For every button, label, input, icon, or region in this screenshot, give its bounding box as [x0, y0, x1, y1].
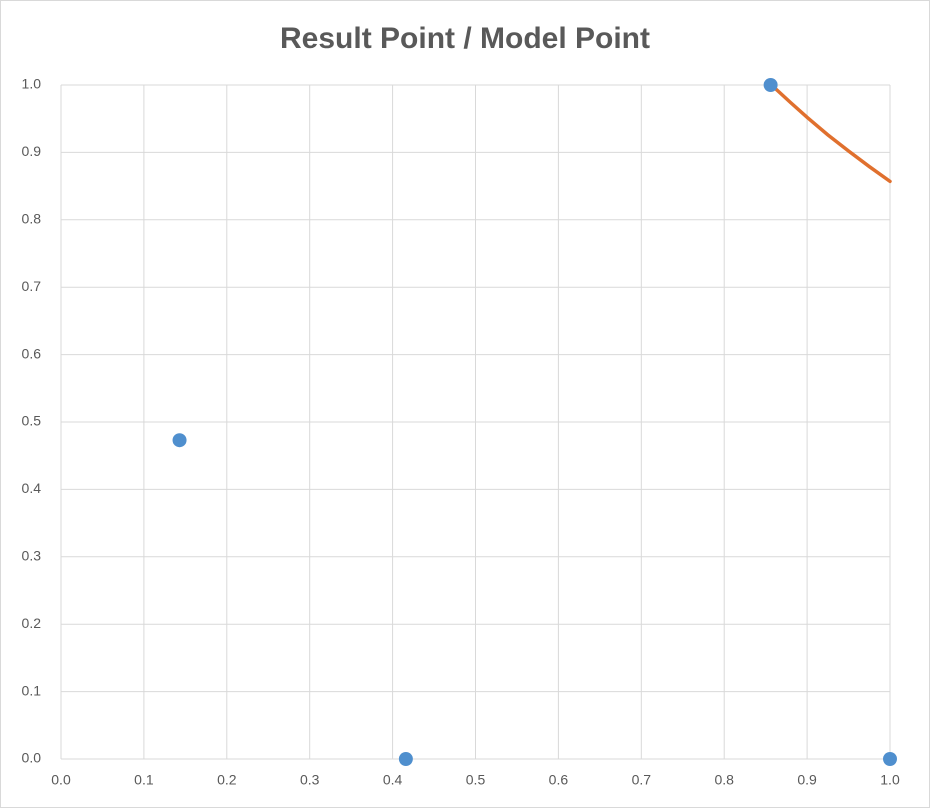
x-tick-label: 0.7	[632, 772, 652, 788]
scatter-point	[883, 752, 897, 766]
x-tick-label: 0.3	[300, 772, 320, 788]
scatter-point	[398, 752, 413, 766]
x-tick-label: 0.0	[51, 772, 71, 788]
x-tick-label: 0.8	[714, 772, 734, 788]
y-tick-label: 0.4	[22, 480, 42, 496]
x-tick-label: 0.6	[549, 772, 569, 788]
y-tick-label: 0.9	[22, 143, 42, 159]
x-tick-label: 0.4	[383, 772, 403, 788]
x-tick-label: 0.9	[797, 772, 817, 788]
x-tick-label: 0.5	[466, 772, 486, 788]
y-tick-label: 0.0	[22, 750, 42, 766]
x-tick-label: 0.1	[134, 772, 154, 788]
y-tick-label: 0.1	[22, 682, 42, 698]
y-tick-label: 0.2	[22, 615, 42, 631]
series-line	[769, 83, 892, 184]
scatter-point	[172, 433, 187, 448]
y-tick-label: 0.7	[22, 278, 42, 294]
x-tick-label: 1.0	[880, 772, 900, 788]
y-tick-label: 0.3	[22, 548, 42, 564]
y-tick-label: 0.6	[22, 345, 42, 361]
chart-title: Result Point / Model Point	[280, 22, 650, 55]
x-tick-label: 0.2	[217, 772, 237, 788]
scatter-point	[763, 78, 778, 92]
y-tick-label: 1.0	[22, 76, 42, 92]
y-tick-label: 0.8	[22, 211, 42, 227]
y-tick-label: 0.5	[22, 413, 42, 429]
